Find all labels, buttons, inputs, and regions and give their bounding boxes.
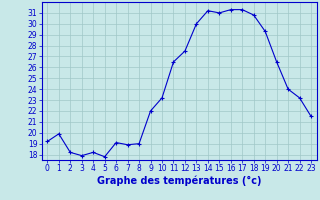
X-axis label: Graphe des températures (°c): Graphe des températures (°c) (97, 176, 261, 186)
